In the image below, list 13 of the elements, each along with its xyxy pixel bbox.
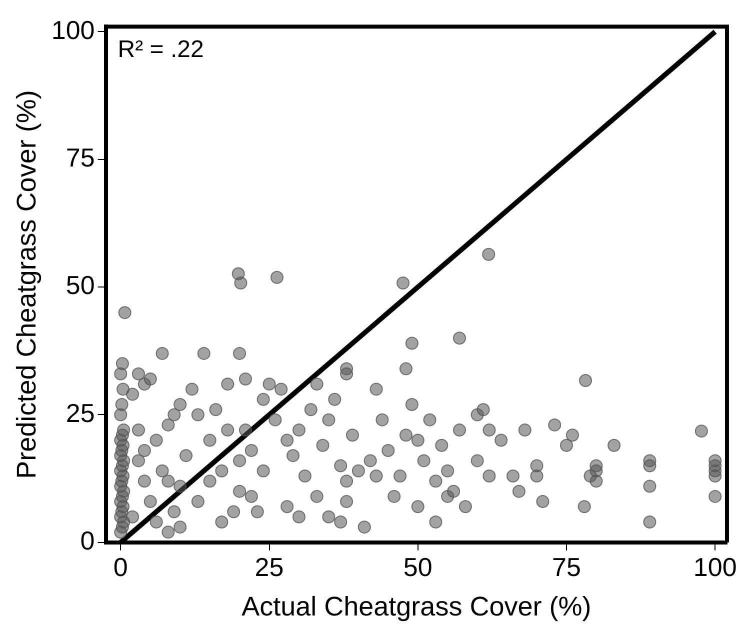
x-axis-title: Actual Cheatgrass Cover (%) <box>242 591 592 622</box>
x-tick-label: 25 <box>254 552 284 582</box>
x-tick-label: 100 <box>693 552 737 582</box>
x-tick-label: 0 <box>113 552 128 582</box>
y-axis-title: Predicted Cheatgrass Cover (%) <box>12 90 42 479</box>
y-tick-label: 25 <box>66 398 95 428</box>
y-tick-label: 100 <box>51 14 95 45</box>
x-tick-label: 50 <box>403 552 432 582</box>
y-tick-label: 50 <box>66 270 95 300</box>
y-tick-label: 0 <box>80 526 95 556</box>
x-tick-label: 75 <box>552 552 581 582</box>
y-tick-label: 75 <box>66 142 95 173</box>
annotation: R² = .22 <box>118 36 204 64</box>
